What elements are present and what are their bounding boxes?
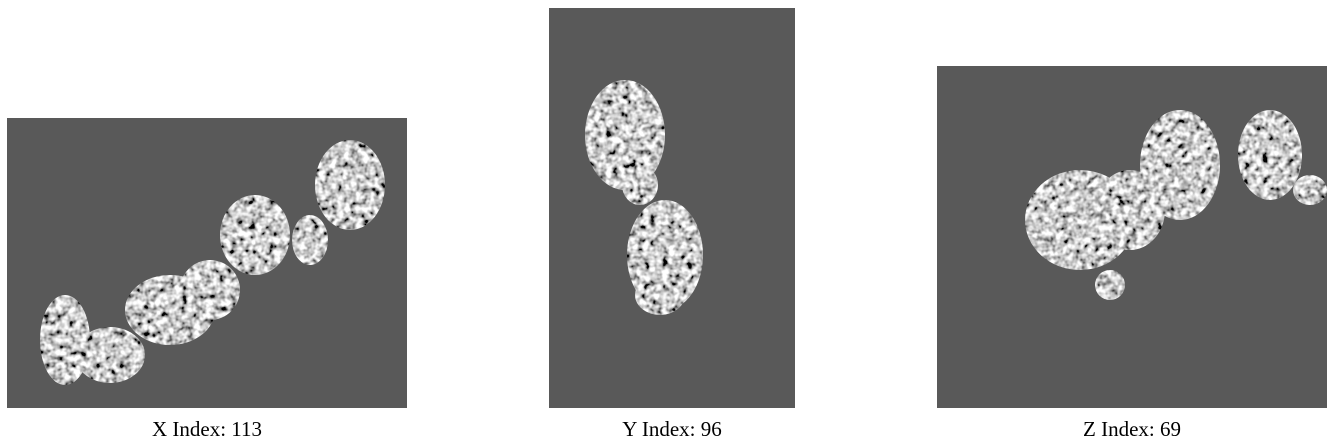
figure: X Index: 113 Y Index: 96 Z Index: 69	[0, 0, 1327, 443]
page: X Index: 113 Y Index: 96 Z Index: 69 (()…	[0, 0, 1327, 443]
z-slice-panel: Z Index: 69	[937, 66, 1327, 441]
caption: Y Index: 96	[622, 417, 722, 441]
caption: X Index: 113	[152, 417, 262, 441]
y-slice-panel: Y Index: 96	[549, 8, 795, 441]
caption: Z Index: 69	[1083, 417, 1181, 441]
x-slice-panel: X Index: 113	[7, 118, 407, 441]
